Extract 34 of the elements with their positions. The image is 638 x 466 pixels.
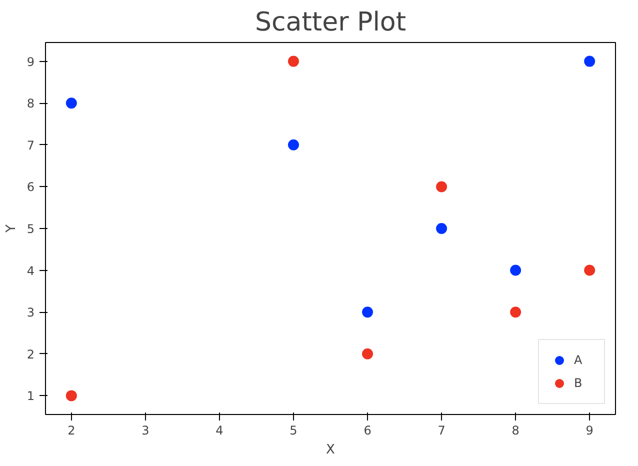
x-tick-label: 9 (586, 424, 594, 438)
y-tick-label: 8 (26, 96, 35, 111)
point (510, 264, 522, 276)
point (362, 306, 374, 318)
y-tick-label: 4 (26, 264, 35, 278)
x-tick-label: 6 (364, 424, 372, 438)
point (288, 139, 299, 150)
point (510, 306, 522, 318)
x-tick-label: 7 (438, 424, 446, 438)
point (584, 264, 596, 276)
x-tick-label: 3 (142, 424, 150, 438)
point (584, 56, 596, 67)
x-tick-label: 2 (68, 424, 76, 438)
point (66, 98, 77, 109)
legend-label: B (574, 376, 584, 390)
legend-label: A (574, 353, 584, 367)
x-tick-label: 4 (216, 424, 224, 438)
chart-title: Scatter Plot (254, 8, 406, 38)
point (436, 181, 448, 192)
y-tick-label: 2 (26, 347, 35, 362)
y-tick-label: 9 (26, 54, 35, 69)
y-tick-label: 3 (26, 306, 35, 320)
point (362, 348, 374, 360)
y-axis-title: Y (4, 224, 19, 234)
point (288, 56, 299, 67)
y-tick-label: 1 (26, 389, 35, 404)
x-tick-label: 5 (290, 424, 298, 438)
y-tick-label: 6 (26, 180, 35, 194)
point (66, 390, 77, 402)
point (436, 223, 448, 234)
y-tick-label: 5 (26, 222, 35, 236)
x-axis-title: X (326, 442, 336, 458)
y-tick-label: 7 (26, 138, 35, 152)
x-tick-label: 8 (512, 424, 520, 438)
